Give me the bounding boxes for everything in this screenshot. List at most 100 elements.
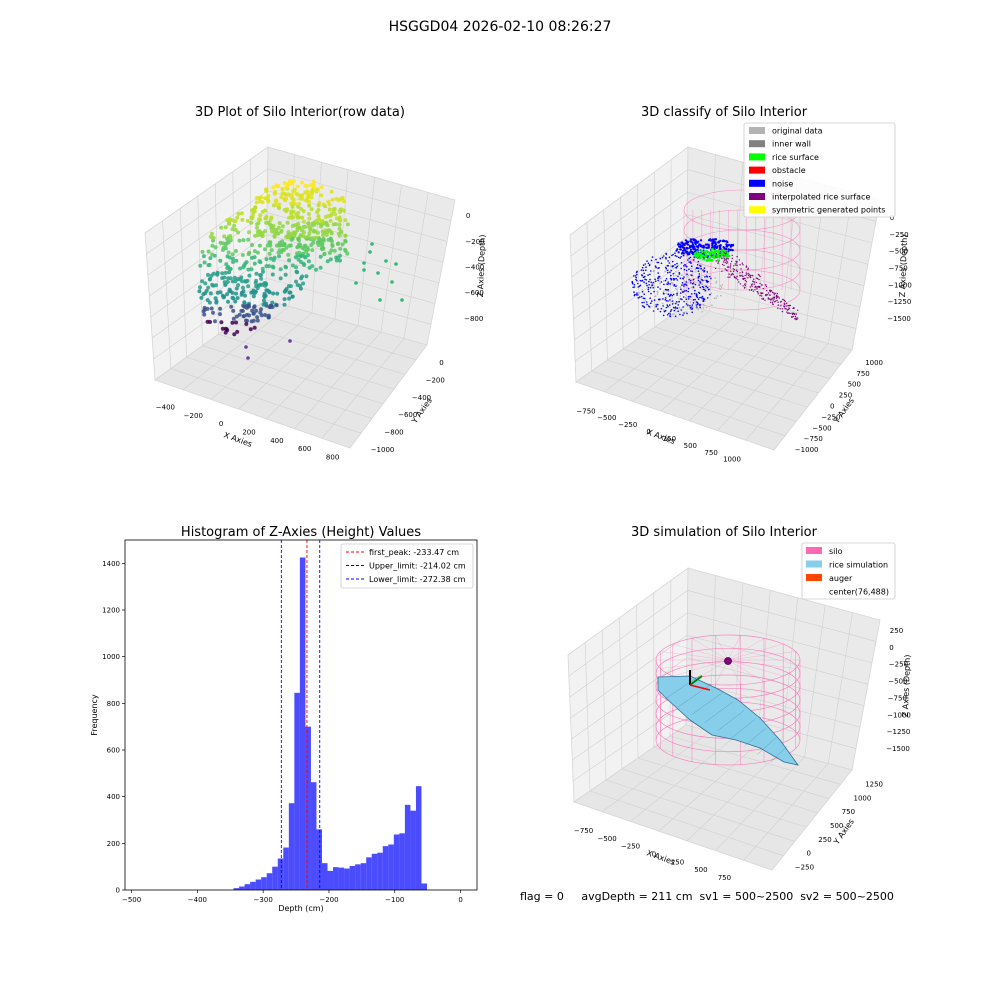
classify-point <box>752 290 755 292</box>
raw-point <box>201 292 206 297</box>
classify-legend: original data inner wall rice surface obsta… <box>743 122 896 218</box>
raw-point <box>252 304 257 309</box>
classify-point <box>641 291 644 293</box>
classify-point <box>721 270 723 272</box>
raw-y-tick: −600 <box>398 411 417 419</box>
classify-point <box>687 304 689 306</box>
classify-point <box>689 306 692 309</box>
raw-point <box>316 203 321 208</box>
raw-point <box>284 265 288 270</box>
classify-point <box>667 300 669 302</box>
classify-point <box>672 293 675 296</box>
classify-point <box>697 267 700 270</box>
raw-point <box>270 272 275 277</box>
raw-point <box>250 255 254 260</box>
raw-point <box>271 265 276 270</box>
classify-point <box>692 248 695 251</box>
classify-point <box>650 292 652 295</box>
classify-point <box>783 305 785 307</box>
raw-point <box>297 202 302 206</box>
classify-point <box>639 284 642 287</box>
classify-point <box>696 301 699 304</box>
raw-point <box>225 218 230 223</box>
hist-bar <box>388 844 394 890</box>
hist-bar <box>355 864 361 890</box>
raw-point <box>306 253 310 258</box>
classify-point <box>723 239 726 243</box>
raw-point <box>202 312 207 317</box>
classify-point <box>668 256 671 259</box>
classify-point <box>778 297 780 299</box>
sim-y-tick: 500 <box>830 822 843 830</box>
classify-point <box>641 288 643 291</box>
classify-legend-label: obstacle <box>772 166 806 175</box>
classify-point <box>680 288 682 291</box>
classify-point <box>697 275 700 278</box>
status-line: flag = 0 avgDepth = 211 cm sv1 = 500~250… <box>520 890 894 903</box>
classify-point <box>663 283 665 286</box>
raw-point <box>340 242 345 247</box>
raw-point <box>262 295 267 299</box>
classify-points <box>631 238 799 321</box>
classify-point <box>694 298 696 301</box>
classify-point <box>685 265 687 267</box>
raw-point <box>264 187 268 192</box>
classify-point <box>653 290 655 293</box>
classify-point <box>675 285 677 288</box>
cls-y-tick: 0 <box>830 403 834 411</box>
classify-point <box>700 277 702 280</box>
classify-point <box>793 307 795 309</box>
raw-point <box>239 211 244 216</box>
classify-point <box>694 248 697 251</box>
raw-point <box>316 214 321 219</box>
classify-point <box>744 284 746 287</box>
classify-point <box>660 281 663 283</box>
raw-point <box>245 278 250 283</box>
classify-point <box>711 238 714 241</box>
raw-y-tick: −200 <box>426 376 445 384</box>
raw-point <box>200 249 205 254</box>
raw-point <box>285 220 290 225</box>
classify-point <box>690 308 693 310</box>
raw-point <box>376 271 380 275</box>
classify-point <box>673 309 676 312</box>
classify-point <box>674 287 677 290</box>
hist-bar <box>410 810 416 890</box>
classify-point <box>669 315 671 318</box>
raw-point <box>297 225 302 230</box>
classify-point <box>657 272 659 274</box>
raw-point <box>302 219 306 224</box>
classify-point <box>643 297 646 300</box>
raw-point <box>354 281 358 285</box>
classify-point <box>735 277 737 280</box>
classify-point <box>748 273 750 275</box>
classify-point <box>686 286 688 288</box>
classify-point <box>675 277 677 280</box>
classify-point <box>727 276 729 278</box>
sim-z-tick: 0 <box>889 644 893 652</box>
cls-y-tick: −750 <box>804 435 823 443</box>
classify-point <box>686 251 689 254</box>
classify-point <box>642 297 645 300</box>
raw-point <box>315 230 320 235</box>
classify-point <box>686 300 688 303</box>
classify-point <box>736 270 739 273</box>
raw-point <box>235 296 240 300</box>
classify-point <box>721 251 724 254</box>
raw-point <box>254 200 259 205</box>
classify-point <box>685 281 688 283</box>
classify-point <box>772 303 774 306</box>
hist-bar <box>277 858 284 890</box>
classify-point <box>676 279 679 281</box>
raw-point <box>272 233 277 238</box>
sim-surface-fill <box>657 675 799 766</box>
sim-y-tick: 1000 <box>854 794 872 802</box>
classify-point <box>674 315 677 318</box>
classify-point <box>701 310 703 313</box>
classify-point <box>677 275 679 278</box>
raw-point <box>267 251 272 256</box>
classify-point <box>725 259 727 261</box>
raw-point <box>226 240 231 245</box>
classify-point <box>726 262 728 265</box>
classify-point <box>662 298 664 300</box>
